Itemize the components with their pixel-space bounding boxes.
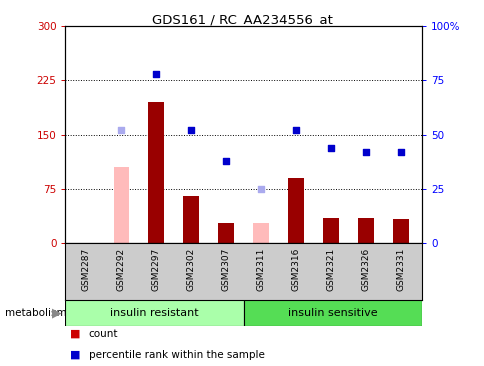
Bar bbox=[322, 218, 338, 243]
Bar bbox=[218, 223, 234, 243]
Text: GSM2287: GSM2287 bbox=[82, 248, 91, 291]
Text: insulin resistant: insulin resistant bbox=[110, 308, 198, 318]
Bar bbox=[183, 196, 199, 243]
Text: GSM2302: GSM2302 bbox=[186, 248, 196, 291]
Text: metabolism: metabolism bbox=[5, 308, 66, 318]
Point bbox=[327, 145, 334, 150]
Text: GSM2321: GSM2321 bbox=[326, 248, 335, 291]
Bar bbox=[357, 218, 373, 243]
Bar bbox=[243, 300, 421, 326]
Bar bbox=[65, 300, 243, 326]
Text: count: count bbox=[89, 329, 118, 339]
Bar bbox=[393, 220, 408, 243]
Text: GSM2292: GSM2292 bbox=[117, 248, 126, 291]
Text: percentile rank within the sample: percentile rank within the sample bbox=[89, 350, 264, 360]
Point bbox=[222, 158, 229, 164]
Text: GSM2316: GSM2316 bbox=[291, 248, 300, 291]
Text: GSM2311: GSM2311 bbox=[256, 248, 265, 291]
Point bbox=[292, 127, 300, 133]
Point bbox=[257, 186, 265, 192]
Point bbox=[152, 71, 160, 76]
Text: GSM2307: GSM2307 bbox=[221, 248, 230, 291]
Text: GSM2331: GSM2331 bbox=[395, 248, 405, 291]
Point bbox=[117, 127, 125, 133]
Text: ■: ■ bbox=[70, 350, 81, 360]
Text: GDS161 / RC_AA234556_at: GDS161 / RC_AA234556_at bbox=[152, 13, 332, 26]
Text: ■: ■ bbox=[70, 329, 81, 339]
Bar bbox=[253, 223, 269, 243]
Text: ▶: ▶ bbox=[52, 307, 62, 320]
Bar bbox=[113, 167, 129, 243]
Point bbox=[362, 149, 369, 155]
Text: insulin sensitive: insulin sensitive bbox=[287, 308, 377, 318]
Point bbox=[396, 149, 404, 155]
Text: GSM2326: GSM2326 bbox=[361, 248, 370, 291]
Point bbox=[187, 127, 195, 133]
Bar bbox=[287, 178, 303, 243]
Text: GSM2297: GSM2297 bbox=[151, 248, 161, 291]
Bar bbox=[148, 102, 164, 243]
